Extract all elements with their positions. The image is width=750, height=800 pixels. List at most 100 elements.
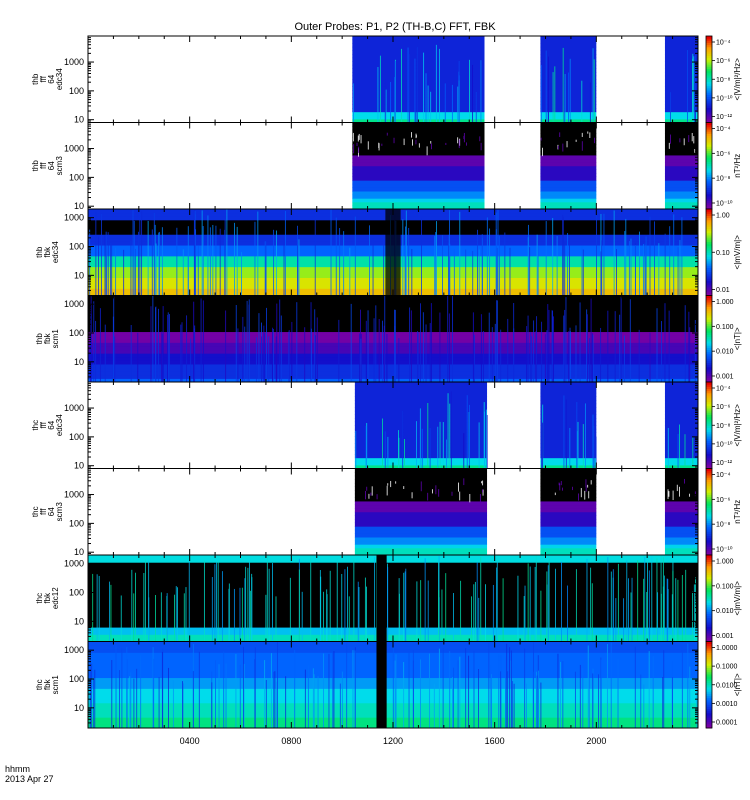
streak [569,331,571,382]
band-cell [352,90,485,95]
y-axis-label-line: edc34 [51,241,60,263]
streak [486,217,488,296]
streak [552,72,554,123]
streak [568,331,570,382]
streak [486,415,488,469]
streak [616,249,617,296]
band-cell [354,436,488,441]
streak [694,320,696,382]
streak [527,315,529,382]
streak [496,561,498,642]
streak [586,558,588,642]
colorbar-tick-label: 10⁻⁴ [716,386,731,393]
band-cell [664,165,698,170]
band-cell [354,396,488,401]
streak [491,674,493,728]
band-cell [664,169,698,174]
band-cell [664,172,698,178]
streak [600,327,602,382]
streak [265,679,267,728]
streak [678,424,680,469]
streak [482,480,484,486]
band-cell [664,389,698,394]
colorbar-tick-label: 10⁻⁸ [716,176,730,183]
band-cell [664,79,698,84]
streak [535,555,537,642]
band-cell [540,129,597,134]
streak [679,138,681,143]
band-cell [540,176,597,181]
band-cell [540,180,597,185]
streak [405,568,407,642]
streak [185,587,187,642]
streak [357,135,359,142]
streak [155,307,156,382]
streak [694,86,696,123]
streak [403,572,405,642]
streak [244,326,246,382]
band-cell [352,147,485,152]
streak [662,557,664,642]
streak [239,664,241,728]
colorbar: 10⁻⁴ 10⁻⁶ 10⁻⁸ 10⁻¹⁰ 10⁻¹² <|V/m|²/Hz> [705,381,742,469]
streak [477,229,478,296]
streak [344,569,346,642]
streak [693,136,695,144]
streak [478,597,480,642]
streak [466,395,468,469]
streak [366,586,367,642]
streak [695,577,696,642]
band-cell [88,356,698,361]
streak [212,224,214,296]
streak [495,212,497,296]
streak [569,427,571,469]
streak [445,439,447,469]
streak [540,64,542,123]
streak [536,675,538,728]
band-cell [352,194,485,199]
colorbar-tick-label: 0.010 [716,349,734,356]
streak [445,142,447,146]
y-tick-label: 100 [69,674,84,684]
x-tick-label: 2000 [586,736,606,746]
streak [666,578,668,642]
streak [693,584,695,642]
streak [447,296,449,382]
streak [104,324,106,382]
band-cell [664,147,698,152]
streak [473,584,475,642]
y-tick-label: 100 [69,86,84,96]
band-cell [664,518,698,524]
streak [645,236,647,296]
band-cell [664,457,698,462]
streak [119,670,120,728]
streak [255,337,257,382]
band-cell [664,425,698,430]
band-cell [352,82,485,87]
band-cell [540,472,597,477]
band-cell [664,472,698,477]
band-cell [664,64,698,69]
band-cell [664,68,698,73]
streak [411,132,412,138]
band-cell [88,594,698,599]
streak [594,137,595,144]
streak [386,132,388,136]
band-cell [88,306,698,311]
streak [280,315,282,382]
streak [126,647,128,728]
band-cell [354,493,488,498]
band-cell [540,529,597,534]
streak [427,492,429,501]
streak [365,490,366,500]
spectrogram-image [354,382,698,469]
streak [523,596,525,642]
band-cell [540,126,597,131]
band-cell [352,136,485,142]
streak [484,411,486,469]
band-cell [540,497,597,502]
band-cell [664,385,698,390]
y-tick-label: 100 [69,432,84,442]
streak [407,47,409,123]
streak [590,298,592,382]
